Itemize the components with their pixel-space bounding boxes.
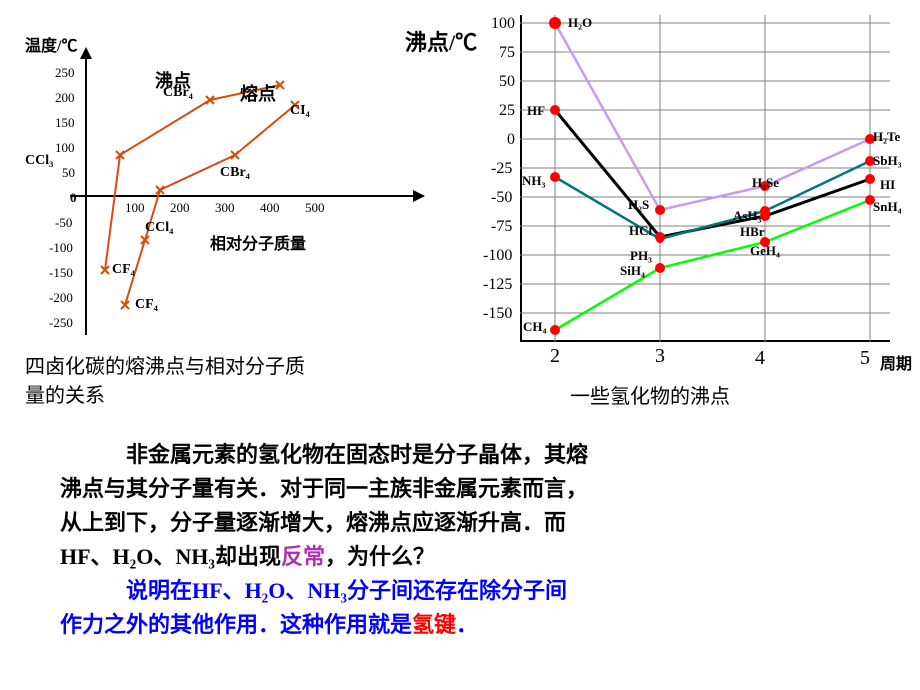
r-xtick: 2 (550, 345, 560, 368)
lbl-ch4: CH₄ (523, 319, 546, 335)
lbl-h2s: H₂S (628, 197, 649, 213)
lbl-hi: HI (880, 177, 895, 193)
r-xtick: 5 (860, 347, 870, 370)
line5: 说明在HF、H₂O、NH₃分子间还存在除分子间 (60, 574, 860, 608)
red-hydrogen-bond: 氢键 (412, 612, 456, 637)
r-ytick: -150 (483, 305, 512, 323)
lbl-nh3: NH₃ (522, 173, 545, 189)
line4: HF、H₂O、NH₃却出现反常，为什么？ (60, 540, 860, 574)
lbl-cbr4-top: CBr₄ (163, 85, 193, 101)
lbl-ccl3: CCl₃ (25, 153, 53, 169)
r-ytick: -125 (483, 276, 512, 294)
r-ytick: -50 (491, 189, 512, 207)
lbl-h2se: H₂Se (752, 175, 779, 191)
highlight-anomaly: 反常 (281, 544, 325, 569)
lbl-sbh3: SbH₃ (873, 153, 901, 169)
right-grid (405, 5, 905, 365)
r-ytick: 50 (499, 73, 515, 91)
x-axis-title-left: 相对分子质量 (210, 230, 306, 254)
line6: 作力之外的其他作用．这种作用就是氢键． (60, 608, 860, 642)
lbl-hbr: HBr (740, 224, 765, 240)
r-ytick: 100 (491, 15, 515, 33)
lbl-ph3: PH₃ (630, 248, 652, 264)
lbl-hcl: HCl (629, 223, 652, 239)
right-caption: 一些氢化物的沸点 (570, 380, 730, 409)
lbl-ci4: CI₄ (290, 103, 310, 119)
r-ytick: 0 (507, 131, 515, 149)
lbl-cbr4-mid: CBr₄ (220, 165, 250, 181)
blue-span2: 作力之外的其他作用．这种作用就是 (60, 612, 412, 637)
right-chart: 沸点/℃ (405, 5, 905, 365)
r-xtick: 4 (755, 347, 765, 370)
r-ytick: 75 (499, 44, 515, 62)
lbl-geh4: GeH₄ (750, 243, 780, 259)
line1: 非金属元素的氢化物在固态时是分子晶体，其熔 (60, 438, 860, 472)
line2: 沸点与其分子量有关．对于同一主族非金属元素而言， (60, 472, 860, 506)
lbl-ccl4: CCl₄ (145, 220, 173, 236)
left-chart: 温度/℃ 250 200 150 100 50 0 -50 -100 -150 … (25, 25, 425, 345)
lbl-h2o: H₂O (568, 15, 592, 31)
r-ytick: -100 (483, 247, 512, 265)
left-chart-lines (25, 25, 425, 345)
lbl-cf4-bot: CF₄ (135, 297, 158, 313)
lbl-hf: HF (527, 103, 545, 119)
lbl-sih4: SiH₄ (620, 263, 645, 279)
lbl-snh4: SnH₄ (873, 199, 901, 215)
body-paragraph: 非金属元素的氢化物在固态时是分子晶体，其熔 沸点与其分子量有关．对于同一主族非金… (60, 438, 860, 643)
lbl-cf4-top: CF₄ (112, 262, 135, 278)
lbl-ash3: AsH₃ (733, 208, 761, 224)
line3: 从上到下，分子量逐渐增大，熔沸点应逐渐升高．而 (60, 506, 860, 540)
left-caption: 四卤化碳的熔沸点与相对分子质 量的关系 (25, 350, 365, 408)
r-xtick: 3 (655, 345, 665, 368)
r-ytick: 25 (499, 102, 515, 120)
lbl-h2te: H₂Te (873, 129, 900, 145)
r-ytick: -75 (491, 218, 512, 236)
blue-span: 说明在HF、H₂O、NH₃分子间还存在除分子间 (126, 578, 567, 603)
r-ytick: -25 (491, 160, 512, 178)
r-x-title: 周期 (880, 350, 912, 374)
melting-label: 熔点 (240, 80, 276, 106)
